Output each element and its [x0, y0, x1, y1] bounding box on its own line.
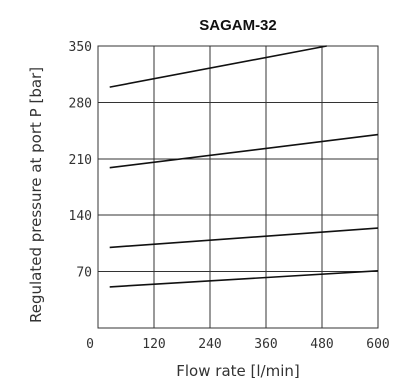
x-tick-label: 0: [86, 337, 94, 352]
y-axis-label: Regulated pressure at port P [bar]: [27, 67, 45, 323]
x-tick-label: 480: [310, 337, 333, 352]
x-tick-label: 360: [254, 337, 277, 352]
y-tick-label: 280: [69, 96, 92, 111]
chart-title: SAGAM-32: [199, 17, 277, 34]
y-tick-label: 140: [69, 209, 92, 224]
y-tick-label: 210: [69, 153, 92, 168]
x-tick-label: 120: [142, 337, 165, 352]
series-line-1: [109, 270, 379, 288]
series-line-2: [109, 227, 379, 249]
plot-frame: [97, 45, 379, 329]
x-tick-label: 600: [366, 337, 389, 352]
grid: [98, 46, 378, 328]
x-tick-label: 240: [198, 337, 221, 352]
series-line-4: [109, 45, 327, 88]
x-axis-ticks: 0 120 240 360 480 600: [86, 337, 390, 352]
series-group: [109, 45, 379, 288]
y-axis-ticks: 70 140 210 280 350: [69, 40, 92, 281]
x-axis-label: Flow rate [l/min]: [176, 362, 299, 380]
y-tick-label: 350: [69, 40, 92, 55]
series-line-3: [109, 133, 379, 169]
y-tick-label: 70: [76, 266, 92, 281]
